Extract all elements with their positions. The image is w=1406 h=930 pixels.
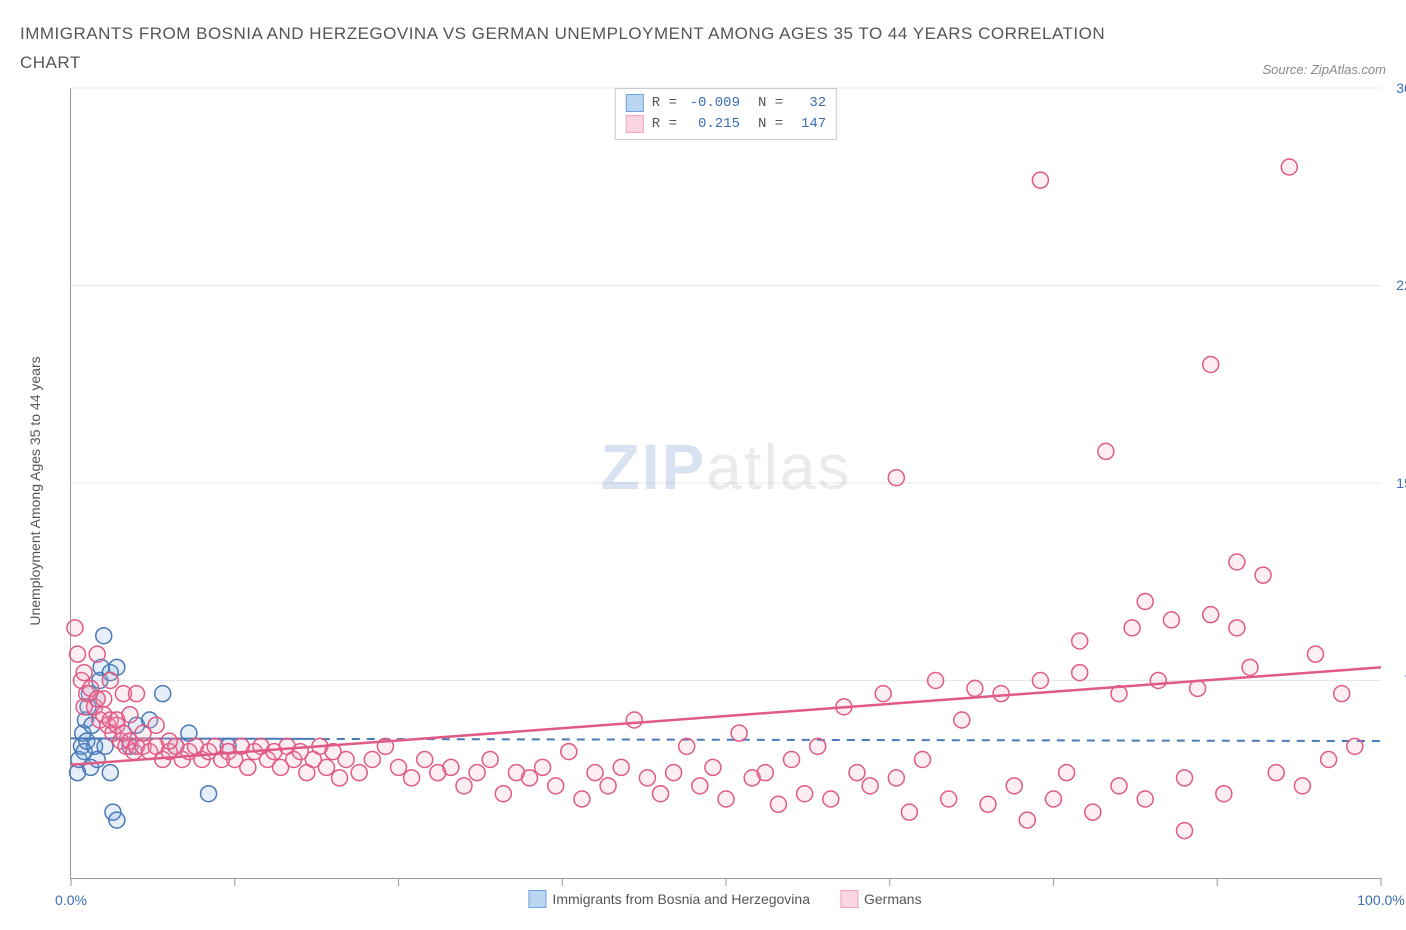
scatter-chart bbox=[71, 88, 1381, 878]
xtick-label: 100.0% bbox=[1357, 892, 1404, 908]
plot-area: ZIPatlas R =-0.009N =32R =0.215N =147 7.… bbox=[70, 88, 1381, 879]
plot-wrapper: Unemployment Among Ages 35 to 44 years Z… bbox=[70, 88, 1380, 878]
ytick-label: 15.0% bbox=[1396, 475, 1406, 491]
legend-n-value: 147 bbox=[791, 114, 826, 135]
legend-n-value: 32 bbox=[791, 93, 826, 114]
legend-swatch bbox=[626, 94, 644, 112]
yaxis-label: Unemployment Among Ages 35 to 44 years bbox=[27, 356, 43, 625]
title-row: IMMIGRANTS FROM BOSNIA AND HERZEGOVINA V… bbox=[20, 20, 1386, 78]
legend-series-label: Immigrants from Bosnia and Herzegovina bbox=[552, 891, 810, 907]
xtick-label: 0.0% bbox=[55, 892, 87, 908]
legend-r-label: R = bbox=[652, 114, 677, 135]
legend-series-item: Germans bbox=[840, 890, 922, 908]
source-label: Source: ZipAtlas.com bbox=[1262, 62, 1386, 77]
legend-swatch bbox=[528, 890, 546, 908]
legend-swatch bbox=[626, 115, 644, 133]
legend-series-label: Germans bbox=[864, 891, 922, 907]
ytick-label: 30.0% bbox=[1396, 80, 1406, 96]
legend-stats-row: R = -0.009 N = 32 bbox=[626, 93, 826, 114]
ytick-label: 22.5% bbox=[1396, 277, 1406, 293]
legend-r-value: -0.009 bbox=[685, 93, 740, 114]
legend-r-label: R = bbox=[652, 93, 677, 114]
legend-n-label: N = bbox=[758, 93, 783, 114]
legend-stats-row: R = 0.215 N = 147 bbox=[626, 114, 826, 135]
legend-stats: R = -0.009 N = 32 R = 0.215 N = 147 bbox=[615, 88, 837, 140]
legend-n-label: N = bbox=[758, 114, 783, 135]
legend-swatch bbox=[840, 890, 858, 908]
chart-container: IMMIGRANTS FROM BOSNIA AND HERZEGOVINA V… bbox=[20, 20, 1386, 878]
chart-title: IMMIGRANTS FROM BOSNIA AND HERZEGOVINA V… bbox=[20, 20, 1120, 78]
legend-series-item: Immigrants from Bosnia and Herzegovina bbox=[528, 890, 810, 908]
legend-r-value: 0.215 bbox=[685, 114, 740, 135]
legend-series: Immigrants from Bosnia and Herzegovina Ge… bbox=[528, 890, 921, 908]
